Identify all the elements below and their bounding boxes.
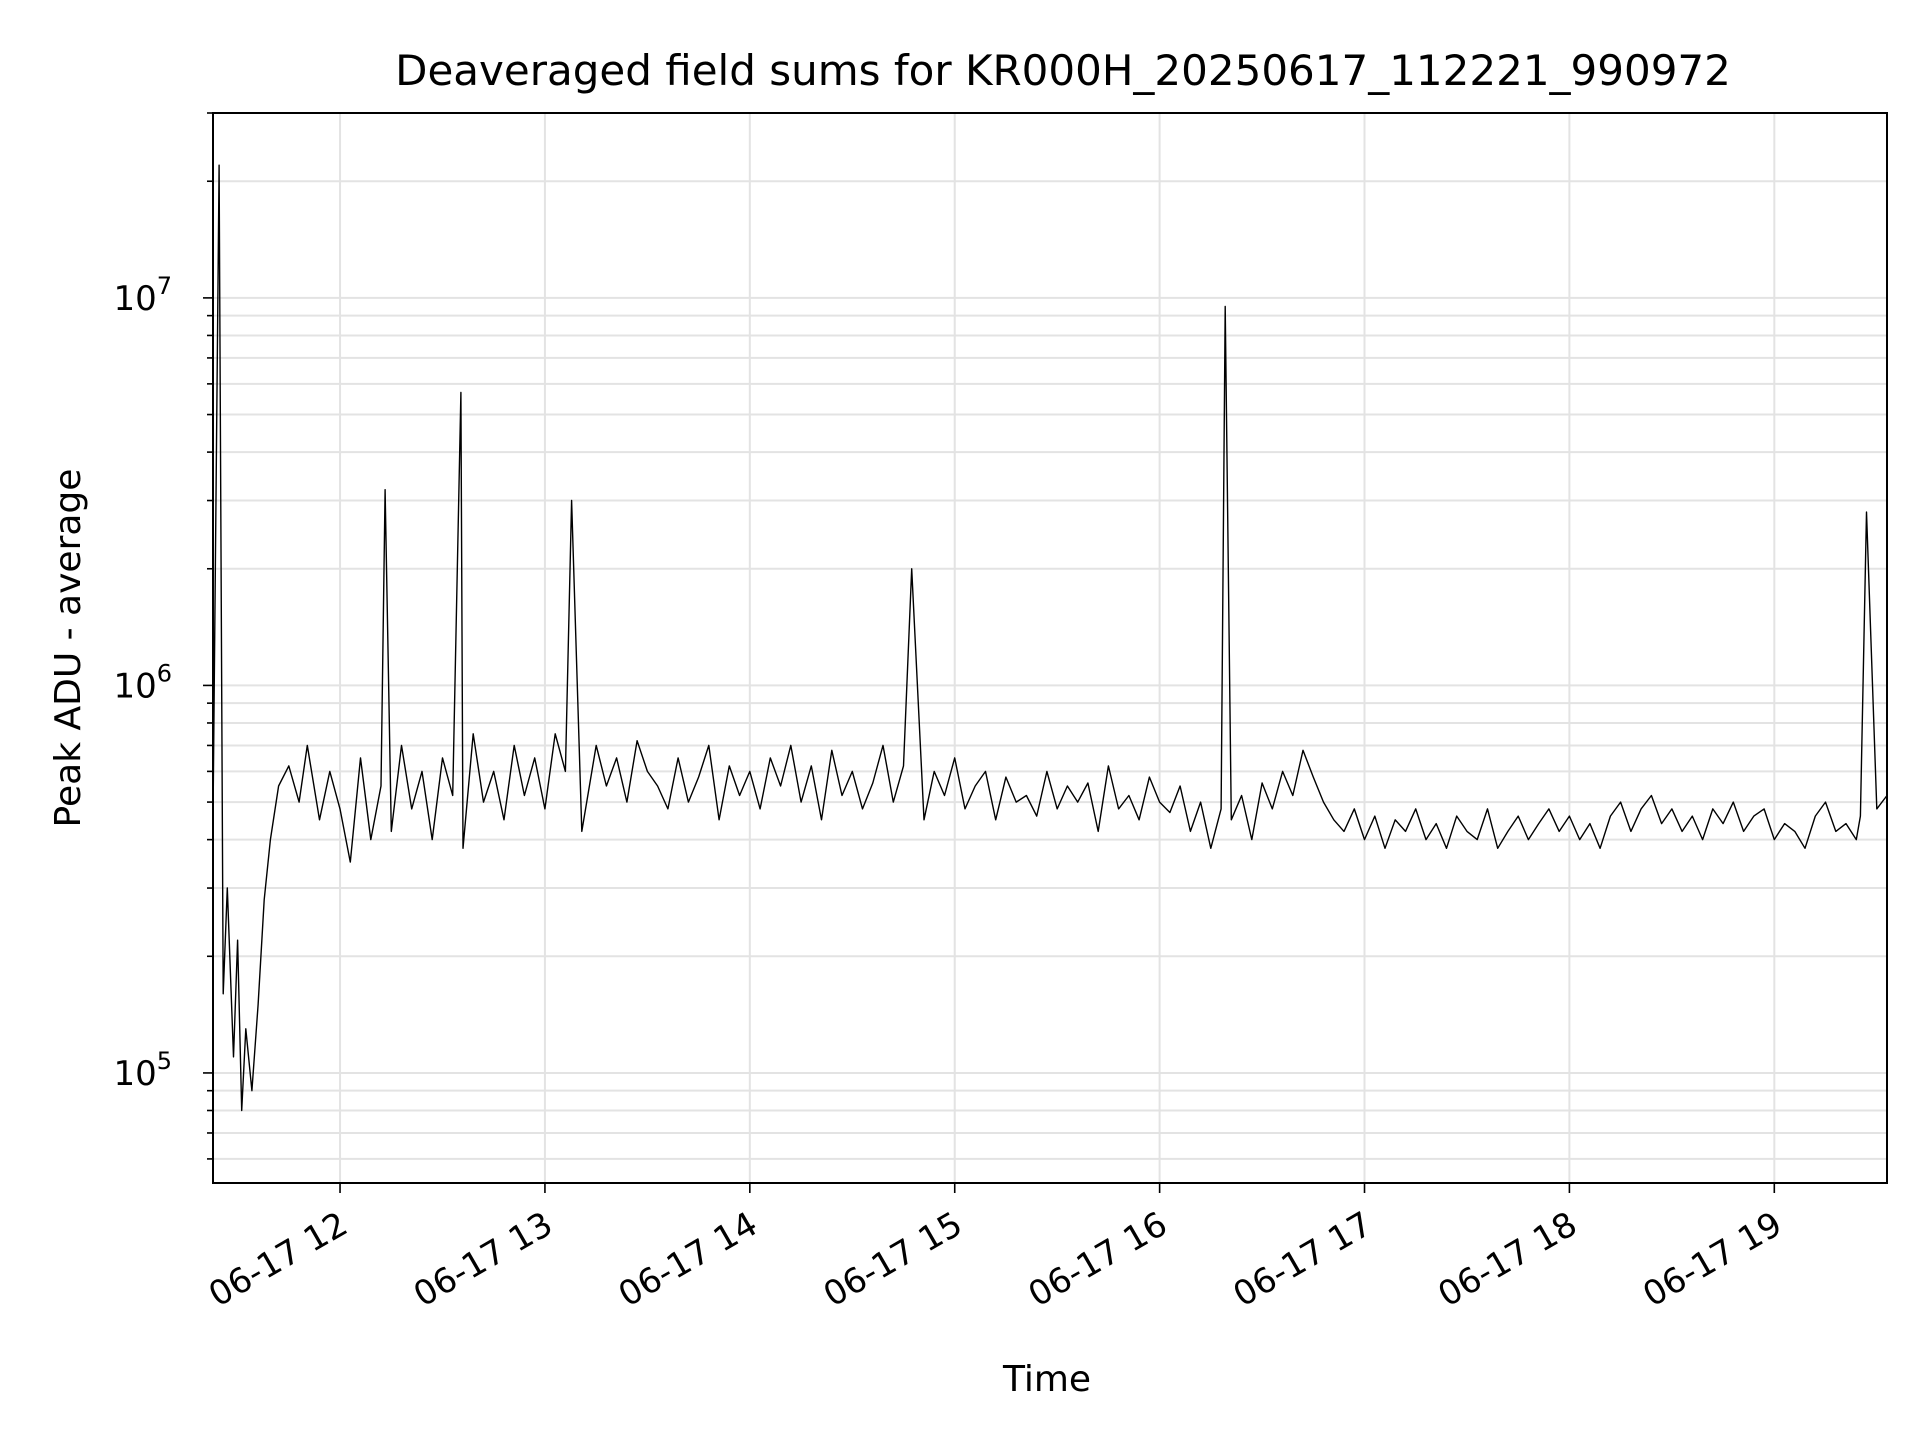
plot-frame xyxy=(212,112,1888,1184)
y-tick-label: 107 xyxy=(113,272,172,319)
grid-layer xyxy=(213,112,1887,1183)
y-tick-label: 106 xyxy=(113,659,172,706)
series-layer xyxy=(212,164,1888,1112)
y-tick-label-exponent: 7 xyxy=(157,272,172,300)
y-tick-label-base: 10 xyxy=(113,666,156,706)
y-tick-label-exponent: 5 xyxy=(157,1047,172,1075)
x-axis-label: Time xyxy=(1002,1359,1091,1400)
y-axis-label: Peak ADU - average xyxy=(48,469,89,828)
chart-title: Deaveraged field sums for KR000H_2025061… xyxy=(395,46,1731,95)
series-line xyxy=(212,164,1888,1112)
y-tick-label-base: 10 xyxy=(113,1054,156,1094)
y-tick-label-exponent: 6 xyxy=(157,659,172,687)
y-tick-label-base: 10 xyxy=(113,279,156,319)
y-tick-label: 105 xyxy=(113,1047,172,1094)
